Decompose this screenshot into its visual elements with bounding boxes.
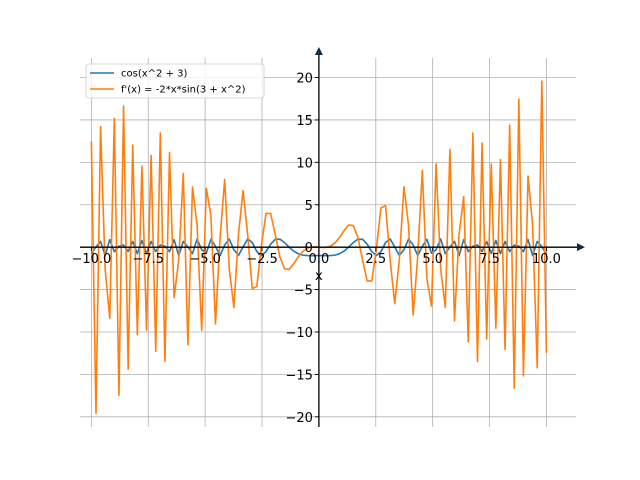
y-tick-label-5: 5: [305, 199, 313, 214]
x-axis-arrow-icon: [577, 243, 585, 252]
x-tick-label-5: 2.5: [365, 252, 386, 267]
x-tick-label-8: 10.0: [532, 252, 561, 267]
y-tick-label-1: −15: [285, 368, 312, 383]
x-tick-label-6: 5.0: [422, 252, 443, 267]
x-tick-label-2: −5.0: [189, 252, 221, 267]
ticks: −10.0 −7.5 −5.0 −2.5 0.0 2.5 5.0 7.5 10.0 −20 −15 −…: [71, 72, 560, 426]
x-tick-label-0: −10.0: [71, 252, 111, 267]
legend-label-series-1: cos(x^2 + 3): [121, 69, 187, 80]
x-axis-label: x: [315, 269, 323, 284]
x-tick-label-3: −2.5: [246, 252, 278, 267]
axes: [80, 47, 585, 427]
legend: cos(x^2 + 3) f'(x) = -2*x*sin(3 + x^2): [85, 63, 265, 99]
x-tick-label-1: −7.5: [132, 252, 164, 267]
y-tick-label-6: 10: [296, 156, 313, 171]
y-tick-label-4: 0: [305, 241, 313, 256]
legend-label-series-2: f'(x) = -2*x*sin(3 + x^2): [121, 85, 246, 96]
y-tick-label-7: 15: [296, 114, 313, 129]
x-tick-label-4: 0.0: [309, 252, 330, 267]
y-tick-label-2: −10: [285, 326, 312, 341]
y-axis-arrow-icon: [314, 47, 323, 55]
grid: [80, 58, 576, 427]
legend-box: [85, 63, 265, 99]
x-tick-label-7: 7.5: [479, 252, 500, 267]
y-tick-label-3: −5: [294, 284, 313, 299]
y-tick-label-0: −20: [285, 411, 312, 426]
y-tick-label-8: 20: [296, 72, 313, 87]
